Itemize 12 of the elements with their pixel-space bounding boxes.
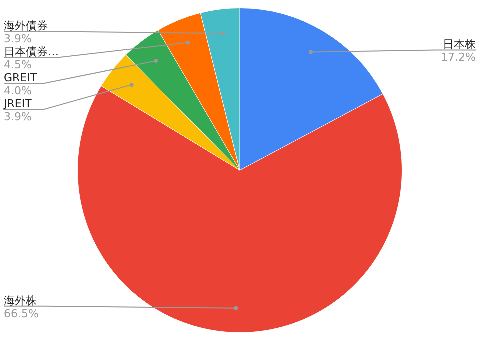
slice-label: JREIT <box>3 98 32 111</box>
slice-label: 海外債券 <box>4 20 48 33</box>
slice-label: 日本債券… <box>4 46 59 59</box>
data-label: 4.5% <box>4 58 32 72</box>
slice-label: 日本株 <box>443 38 476 52</box>
slice-label: GREIT <box>4 72 38 85</box>
slice-label: 海外株 <box>4 294 37 308</box>
data-label: 3.9% <box>4 110 32 124</box>
data-label: 66.5% <box>4 307 39 320</box>
data-label: 17.2% <box>441 51 476 64</box>
data-label: 4.0% <box>4 84 32 98</box>
data-label: 3.9% <box>4 32 32 46</box>
